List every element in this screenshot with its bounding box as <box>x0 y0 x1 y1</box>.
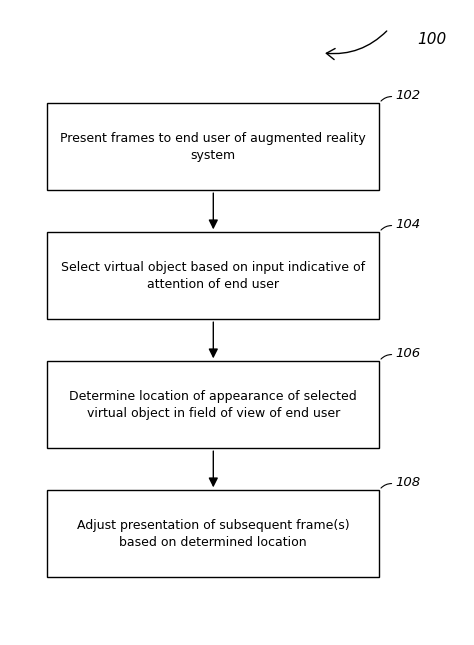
FancyBboxPatch shape <box>47 103 379 190</box>
Text: 106: 106 <box>396 347 421 360</box>
Text: 100: 100 <box>417 32 447 48</box>
FancyArrowPatch shape <box>381 355 392 359</box>
Text: 102: 102 <box>396 89 421 102</box>
Text: Adjust presentation of subsequent frame(s)
based on determined location: Adjust presentation of subsequent frame(… <box>77 519 350 549</box>
FancyBboxPatch shape <box>47 361 379 448</box>
FancyArrowPatch shape <box>381 484 392 488</box>
FancyArrowPatch shape <box>381 226 392 230</box>
Text: Present frames to end user of augmented reality
system: Present frames to end user of augmented … <box>60 132 366 162</box>
Text: 108: 108 <box>396 476 421 489</box>
FancyBboxPatch shape <box>47 232 379 319</box>
FancyBboxPatch shape <box>47 490 379 577</box>
Text: Select virtual object based on input indicative of
attention of end user: Select virtual object based on input ind… <box>61 261 365 291</box>
Text: 104: 104 <box>396 218 421 231</box>
FancyArrowPatch shape <box>326 31 387 59</box>
Text: Determine location of appearance of selected
virtual object in field of view of : Determine location of appearance of sele… <box>69 390 357 420</box>
FancyArrowPatch shape <box>381 97 392 101</box>
